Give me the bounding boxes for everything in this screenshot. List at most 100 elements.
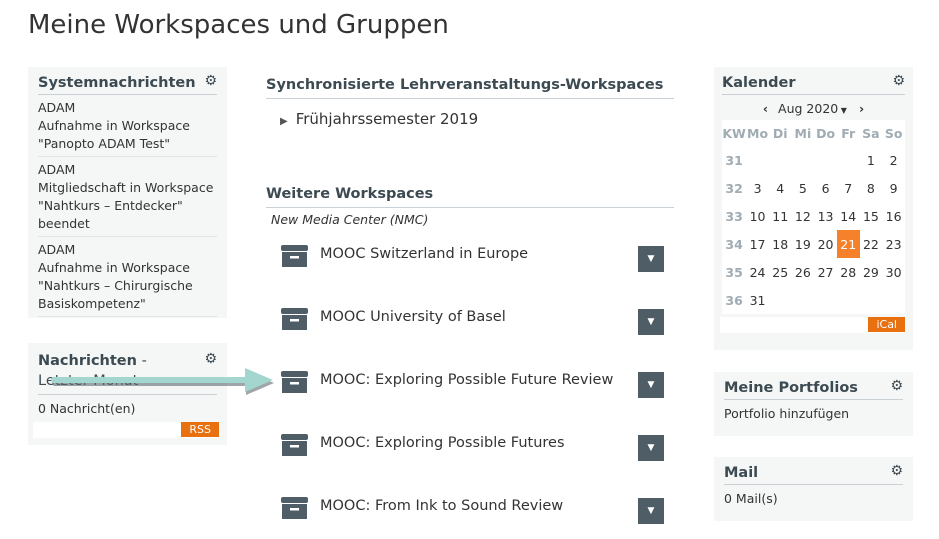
prev-month-icon[interactable]: ‹ bbox=[762, 101, 769, 116]
calendar-day[interactable]: 26 bbox=[794, 264, 811, 280]
message-count: 0 Nachricht(en) bbox=[38, 401, 136, 416]
week-number: 35 bbox=[725, 264, 743, 280]
workspace-link[interactable]: MOOC Switzerland in Europe bbox=[320, 246, 529, 262]
annotation-arrow bbox=[51, 368, 274, 395]
calendar-day bbox=[814, 286, 837, 314]
gear-icon[interactable]: ⚙ bbox=[204, 351, 217, 367]
calendar-day[interactable]: 13 bbox=[817, 208, 834, 224]
calendar-day[interactable]: 23 bbox=[885, 236, 902, 252]
calendar-day bbox=[837, 146, 860, 174]
workspace-link[interactable]: MOOC: Exploring Possible Futures bbox=[320, 435, 565, 451]
next-month-icon[interactable]: › bbox=[858, 101, 865, 116]
workspace-item: MOOC Switzerland in Europe ▼ bbox=[281, 242, 664, 272]
workspace-icon bbox=[281, 308, 308, 330]
weekday-header: Mo bbox=[747, 125, 769, 141]
calendar-day[interactable]: 28 bbox=[840, 264, 857, 280]
message-text: Aufnahme in Workspace "Panopto ADAM Test… bbox=[38, 118, 190, 151]
gear-icon[interactable]: ⚙ bbox=[890, 463, 903, 479]
calendar-day[interactable]: 12 bbox=[794, 208, 811, 224]
actions-dropdown-button[interactable]: ▼ bbox=[638, 498, 664, 524]
calendar-day[interactable]: 27 bbox=[817, 264, 834, 280]
calendar-day[interactable]: 16 bbox=[885, 208, 902, 224]
calendar-day[interactable]: 19 bbox=[794, 236, 811, 252]
nachrichten-panel: Nachrichten - Letzter Monat⚙ 0 Nachricht… bbox=[28, 343, 227, 445]
ical-button[interactable]: iCal bbox=[868, 317, 905, 332]
calendar-day[interactable]: 18 bbox=[772, 236, 789, 252]
calendar-day[interactable]: 29 bbox=[862, 264, 879, 280]
calendar-day bbox=[792, 146, 815, 174]
arrow-shape bbox=[51, 368, 274, 395]
calendar-day[interactable]: 14 bbox=[840, 208, 857, 224]
actions-dropdown-button[interactable]: ▼ bbox=[638, 372, 664, 398]
workspace-link[interactable]: MOOC University of Basel bbox=[320, 309, 506, 325]
calendar-day bbox=[860, 286, 883, 314]
weekday-header: Mi bbox=[794, 125, 812, 141]
gear-icon[interactable]: ⚙ bbox=[204, 73, 217, 89]
workspace-icon bbox=[281, 497, 308, 519]
calendar-day[interactable]: 4 bbox=[776, 180, 785, 196]
semester-label: Frühjahrssemester 2019 bbox=[295, 110, 479, 128]
panel-title: Nachrichten bbox=[38, 353, 137, 369]
message-text: Mitgliedschaft in Workspace "Nahtkurs – … bbox=[38, 180, 214, 231]
calendar-day[interactable]: 15 bbox=[862, 208, 879, 224]
actions-dropdown-button[interactable]: ▼ bbox=[638, 246, 664, 272]
sync-section-title: Synchronisierte Lehrveranstaltungs-Works… bbox=[266, 77, 674, 99]
gear-icon[interactable]: ⚙ bbox=[892, 73, 905, 89]
week-number: 32 bbox=[725, 180, 743, 196]
workspace-link[interactable]: MOOC: Exploring Possible Future Review bbox=[320, 372, 614, 388]
mail-panel: Mail ⚙ 0 Mail(s) bbox=[714, 457, 913, 521]
message-sender: ADAM bbox=[38, 100, 76, 115]
month-selector[interactable]: Aug 2020 bbox=[778, 101, 839, 116]
rss-button[interactable]: RSS bbox=[181, 422, 219, 437]
calendar-day bbox=[792, 286, 815, 314]
calendar-day[interactable]: 7 bbox=[844, 180, 853, 196]
week-number: 31 bbox=[725, 152, 743, 168]
calendar-day[interactable]: 10 bbox=[749, 208, 766, 224]
calendar-day[interactable]: 17 bbox=[749, 236, 766, 252]
workspace-item: MOOC University of Basel ▼ bbox=[281, 305, 664, 335]
calendar-day[interactable]: 20 bbox=[817, 236, 834, 252]
add-portfolio-link[interactable]: Portfolio hinzufügen bbox=[724, 406, 850, 421]
semester-toggle[interactable]: ▶ Frühjahrssemester 2019 bbox=[280, 110, 478, 128]
calendar-day bbox=[882, 286, 905, 314]
calendar-day[interactable]: 5 bbox=[798, 180, 807, 196]
weekday-header: Di bbox=[772, 125, 788, 141]
kalender-panel: Kalender ⚙ ‹ Aug 2020 ▼ › KW Mo Di Mi Do Fr Sa So 3… bbox=[714, 67, 913, 350]
calendar-day[interactable]: 6 bbox=[821, 180, 830, 196]
calendar-day[interactable]: 1 bbox=[866, 152, 875, 168]
calendar-day[interactable]: 21 bbox=[836, 230, 860, 258]
week-number: 36 bbox=[725, 292, 743, 308]
workspace-icon bbox=[281, 434, 308, 456]
calendar-week: 32 3 4 5 6 7 8 9 bbox=[722, 174, 905, 202]
week-number: 34 bbox=[725, 236, 743, 252]
weekday-header: Do bbox=[816, 125, 836, 141]
panel-title: Meine Portfolios bbox=[724, 380, 858, 396]
workspace-icon bbox=[281, 371, 308, 393]
actions-dropdown-button[interactable]: ▼ bbox=[638, 309, 664, 335]
workspace-icon bbox=[281, 245, 308, 267]
panel-title: Mail bbox=[724, 465, 759, 481]
actions-dropdown-button[interactable]: ▼ bbox=[638, 435, 664, 461]
calendar-day[interactable]: 25 bbox=[772, 264, 789, 280]
calendar-day[interactable]: 11 bbox=[772, 208, 789, 224]
calendar-day[interactable]: 30 bbox=[885, 264, 902, 280]
calendar-day bbox=[746, 146, 769, 174]
system-message[interactable]: ADAM Mitgliedschaft in Workspace "Nahtkur… bbox=[38, 157, 217, 237]
calendar-day[interactable]: 31 bbox=[749, 292, 766, 308]
system-message[interactable]: ADAM Aufnahme in Workspace "Panopto ADAM … bbox=[38, 95, 217, 157]
calendar-day bbox=[769, 286, 792, 314]
calendar-week: 35 24 25 26 27 28 29 30 bbox=[722, 258, 905, 286]
calendar-day bbox=[769, 146, 792, 174]
calendar-day[interactable]: 8 bbox=[866, 180, 875, 196]
calendar-day[interactable]: 24 bbox=[749, 264, 766, 280]
weekday-header: So bbox=[884, 125, 903, 141]
gear-icon[interactable]: ⚙ bbox=[890, 378, 903, 394]
workspace-link[interactable]: MOOC: From Ink to Sound Review bbox=[320, 498, 564, 514]
caret-down-icon[interactable]: ▼ bbox=[838, 106, 847, 115]
mail-count: 0 Mail(s) bbox=[724, 491, 778, 506]
calendar-day[interactable]: 22 bbox=[862, 236, 879, 252]
system-message[interactable]: ADAM Aufnahme in Workspace "Nahtkurs – Ch… bbox=[38, 237, 217, 317]
calendar-day[interactable]: 9 bbox=[889, 180, 898, 196]
calendar-day[interactable]: 3 bbox=[753, 180, 762, 196]
calendar-day[interactable]: 2 bbox=[889, 152, 898, 168]
